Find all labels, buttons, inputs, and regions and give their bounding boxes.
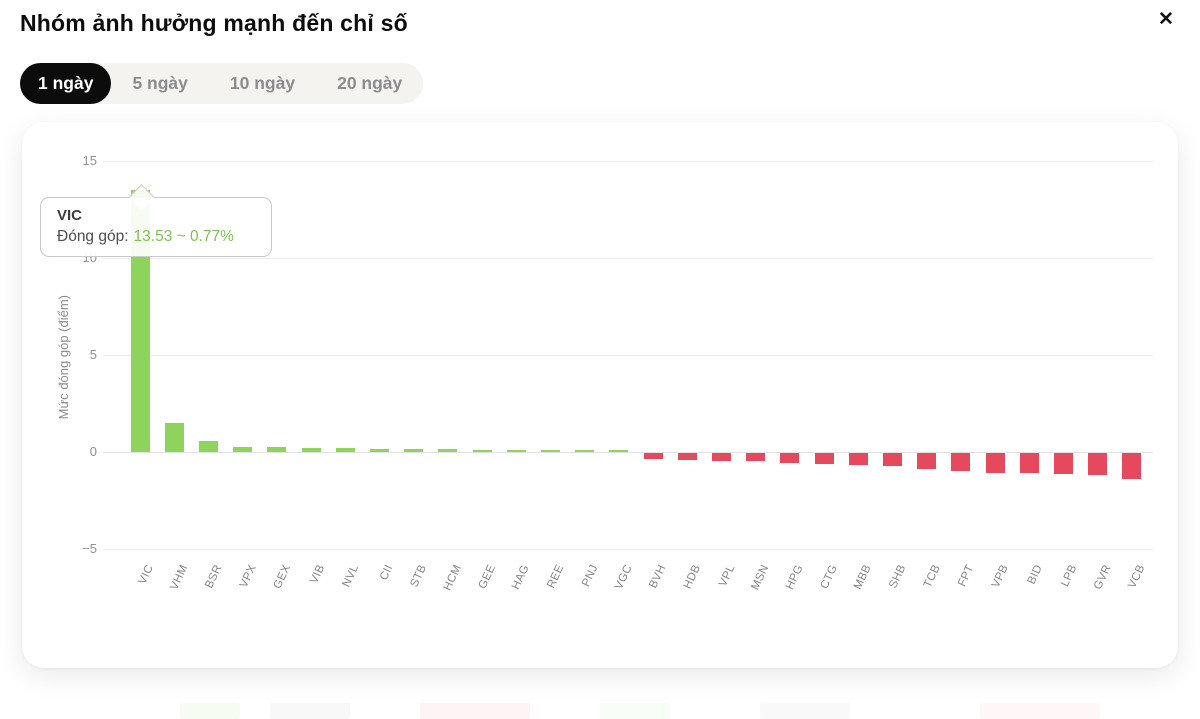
y-axis-tick-label: 5 (89, 347, 97, 362)
tooltip-value: 13.53 ~ 0.77% (133, 228, 234, 245)
bar-SHB[interactable] (882, 453, 902, 466)
bar-VGC[interactable] (609, 450, 629, 452)
x-axis-label-HCM: HCM (441, 563, 464, 593)
x-axis-label-CII: CII (377, 563, 396, 583)
x-axis-label-VGC: VGC (612, 563, 635, 592)
x-axis-label-VPB: VPB (989, 563, 1011, 590)
bar-HCM[interactable] (438, 449, 458, 452)
x-axis-label-VCB: VCB (1126, 563, 1148, 591)
page-title: Nhóm ảnh hưởng mạnh đến chỉ số (20, 10, 408, 36)
plot-area: 15 10 5 0 −5 VIC VHM BSR VPX GEX VIB NVL CII STB HCM GE… (22, 122, 1178, 668)
bar-NVL[interactable] (335, 447, 355, 452)
tooltip-contribution-line: Đóng góp: 13.53 ~ 0.77% (57, 226, 255, 247)
bar-REE[interactable] (540, 450, 560, 452)
x-axis-label-MSN: MSN (749, 563, 772, 593)
bar-MBB[interactable] (848, 453, 868, 465)
bar-VPL[interactable] (711, 453, 731, 462)
y-axis-tick-label: 15 (82, 153, 97, 168)
x-axis-label-GEE: GEE (476, 563, 498, 591)
x-axis-label-STB: STB (408, 563, 430, 590)
bar-STB[interactable] (404, 448, 424, 452)
x-axis-label-VHM: VHM (168, 563, 191, 593)
y-axis-tick-label: 0 (89, 444, 97, 459)
x-axis-label-VIB: VIB (307, 563, 327, 586)
bar-FPT[interactable] (951, 453, 971, 471)
x-axis-label-TCB: TCB (921, 563, 943, 590)
bar-VCB[interactable] (1122, 453, 1142, 480)
tab-20-ngày[interactable]: 20 ngày (316, 63, 423, 104)
gridline (103, 258, 1153, 259)
x-axis-label-BVH: BVH (647, 563, 669, 591)
tab-1-ngày[interactable]: 1 ngày (20, 63, 112, 104)
bar-GEE[interactable] (472, 449, 492, 452)
gridline (103, 355, 1153, 356)
x-axis-label-HDB: HDB (681, 563, 704, 591)
y-axis-tick-label: −5 (82, 541, 97, 556)
x-axis-label-REE: REE (545, 563, 567, 591)
bar-BID[interactable] (1019, 453, 1039, 474)
x-axis-label-BSR: BSR (203, 563, 225, 591)
x-axis-line (103, 452, 1153, 453)
bar-VPX[interactable] (233, 446, 253, 452)
chart-card: Mức đóng góp (điểm) 15 10 5 0 −5 VIC VHM BSR VPX… (22, 122, 1178, 668)
gridline (103, 161, 1153, 162)
x-axis-label-SHB: SHB (887, 563, 909, 591)
close-icon[interactable]: ✕ (1152, 6, 1180, 34)
x-axis-label-NVL: NVL (340, 563, 362, 590)
background-content-hint (0, 701, 1200, 719)
bar-GVR[interactable] (1088, 453, 1108, 476)
x-axis-label-HAG: HAG (510, 563, 533, 592)
x-axis-label-LPB: LPB (1058, 563, 1080, 589)
x-axis-label-MBB: MBB (852, 563, 875, 592)
bar-GEX[interactable] (267, 447, 287, 452)
chart-tooltip: VIC Đóng góp: 13.53 ~ 0.77% (40, 184, 272, 257)
gridline (103, 549, 1153, 550)
bar-CTG[interactable] (814, 453, 834, 464)
bar-MSN[interactable] (746, 453, 766, 462)
x-axis-label-HPG: HPG (783, 563, 806, 592)
x-axis-label-VPL: VPL (716, 563, 738, 589)
bar-BVH[interactable] (643, 453, 663, 459)
x-axis-label-FPT: FPT (956, 563, 977, 589)
tooltip-label: Đóng góp: (57, 228, 129, 245)
tab-5-ngày[interactable]: 5 ngày (111, 63, 208, 104)
x-axis-label-CTG: CTG (818, 563, 840, 591)
x-axis-label-GVR: GVR (1091, 563, 1114, 592)
bar-LPB[interactable] (1053, 453, 1073, 475)
period-tabs: 1 ngày 5 ngày 10 ngày 20 ngày (20, 63, 424, 104)
bar-VHM[interactable] (164, 422, 184, 452)
bar-BSR[interactable] (198, 441, 218, 452)
x-axis-label-BID: BID (1025, 563, 1046, 587)
bar-TCB[interactable] (917, 453, 937, 470)
x-axis-label-PNJ: PNJ (580, 563, 601, 589)
x-axis-label-VPX: VPX (237, 563, 259, 590)
tab-10-ngày[interactable]: 10 ngày (209, 63, 316, 104)
x-axis-label-GEX: GEX (271, 563, 293, 591)
tooltip-ticker: VIC (57, 207, 83, 224)
bar-HPG[interactable] (780, 453, 800, 463)
bar-PNJ[interactable] (575, 450, 595, 452)
bar-HAG[interactable] (506, 450, 526, 452)
bar-VIB[interactable] (301, 447, 321, 452)
bar-CII[interactable] (369, 448, 389, 452)
bar-VPB[interactable] (985, 453, 1005, 473)
x-axis-label-VIC: VIC (136, 563, 156, 587)
bar-HDB[interactable] (677, 453, 697, 461)
